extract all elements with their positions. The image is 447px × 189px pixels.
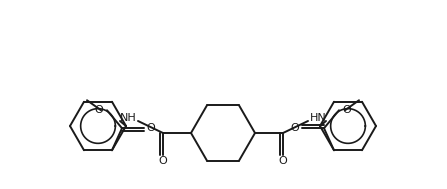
Text: O: O [291,123,299,133]
Text: O: O [278,156,287,166]
Text: O: O [342,105,351,115]
Text: HN: HN [310,113,326,123]
Text: O: O [159,156,167,166]
Text: O: O [147,123,156,133]
Text: NH: NH [120,113,136,123]
Text: O: O [95,105,103,115]
